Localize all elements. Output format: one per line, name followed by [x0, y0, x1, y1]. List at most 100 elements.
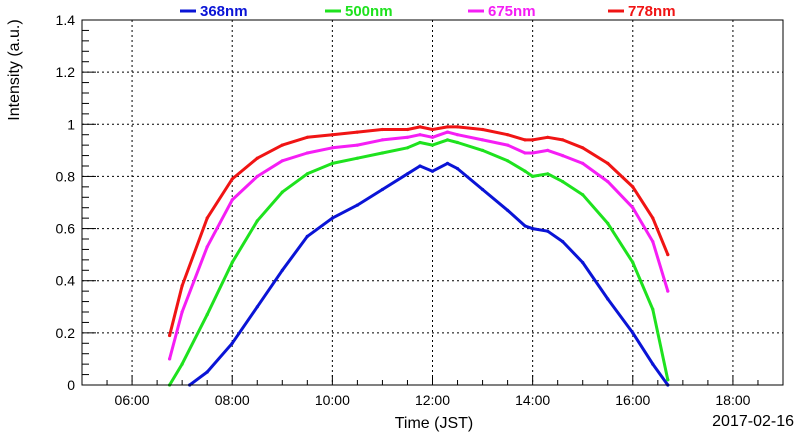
data-point	[430, 169, 435, 173]
data-point	[666, 253, 670, 257]
data-point	[180, 362, 184, 366]
data-point	[506, 159, 510, 163]
data-point	[581, 146, 585, 150]
data-point	[445, 125, 450, 129]
data-point	[405, 127, 410, 132]
data-point	[445, 138, 450, 142]
data-point	[230, 260, 234, 265]
x-tick-label: 16:00	[615, 392, 650, 408]
axis-ticks	[81, 19, 784, 386]
data-point	[631, 206, 635, 210]
legend-label: 500nm	[345, 3, 393, 20]
grid-lines	[82, 20, 783, 385]
data-point	[230, 198, 234, 202]
data-point	[305, 172, 309, 176]
series-line-500nm	[168, 138, 670, 387]
data-point	[546, 172, 550, 176]
data-point	[606, 180, 610, 184]
data-point	[418, 140, 422, 145]
data-point	[581, 161, 585, 165]
data-point	[380, 151, 384, 155]
x-tick-label: 14:00	[515, 392, 550, 408]
data-point	[180, 284, 184, 288]
series-line-368nm	[188, 161, 670, 387]
data-point	[380, 187, 384, 192]
y-tick-label: 0.6	[56, 221, 76, 237]
series-lines	[168, 125, 670, 387]
data-point	[230, 177, 234, 181]
data-point	[355, 156, 359, 160]
legend: 368nm 500nm 675nm 778nm	[180, 3, 676, 20]
legend-label: 675nm	[488, 3, 536, 20]
data-point	[581, 260, 585, 265]
data-point	[481, 138, 485, 142]
data-point	[280, 159, 284, 163]
data-point	[651, 240, 655, 244]
data-point	[561, 180, 565, 184]
data-point	[666, 378, 670, 382]
data-point	[606, 161, 610, 165]
data-point	[651, 362, 655, 366]
data-point	[330, 146, 334, 150]
data-point	[255, 174, 259, 178]
data-point	[255, 219, 259, 223]
y-axis-title: Intensity (a.u.)	[6, 19, 23, 120]
data-point	[355, 143, 359, 147]
data-point	[405, 146, 410, 150]
data-point	[168, 333, 172, 338]
data-point	[455, 167, 460, 171]
data-point	[455, 125, 460, 129]
x-tick-label: 10:00	[315, 392, 350, 408]
data-point	[561, 138, 565, 142]
x-axis-title: Time (JST)	[395, 415, 474, 432]
data-point	[405, 135, 410, 139]
x-tick-label: 06:00	[115, 392, 150, 408]
data-point	[380, 138, 384, 142]
date-label: 2017-02-16	[712, 413, 794, 430]
data-point	[205, 370, 209, 374]
data-point	[481, 187, 485, 192]
data-point	[280, 268, 284, 272]
data-point	[523, 169, 527, 173]
data-point	[631, 260, 635, 265]
data-point	[455, 140, 460, 145]
data-point	[506, 143, 510, 147]
data-point	[546, 135, 550, 139]
data-point	[651, 216, 655, 220]
data-point	[430, 135, 435, 139]
data-point	[561, 240, 565, 244]
data-point	[546, 229, 550, 233]
y-tick-label: 0.8	[56, 168, 76, 184]
data-point	[445, 161, 450, 165]
series-line-778nm	[168, 125, 670, 337]
data-point	[455, 133, 460, 137]
legend-label: 778nm	[628, 3, 676, 20]
data-point	[531, 227, 535, 231]
data-point	[205, 245, 209, 249]
y-tick-label: 1	[67, 116, 75, 132]
data-point	[631, 331, 635, 335]
data-point	[430, 127, 435, 132]
data-point	[561, 154, 565, 158]
x-tick-labels: 06:00 08:00 10:00 12:00 14:00 16:00 18:00	[115, 392, 751, 408]
y-tick-label: 0.2	[56, 325, 76, 341]
data-point	[430, 143, 435, 147]
data-point	[205, 313, 209, 317]
data-point	[330, 161, 334, 165]
y-tick-label: 1.4	[56, 12, 76, 28]
data-point	[606, 297, 610, 301]
data-point	[280, 143, 284, 147]
data-point	[481, 148, 485, 152]
y-tick-label: 0	[67, 377, 75, 393]
data-point	[531, 151, 535, 155]
data-point	[255, 305, 259, 309]
y-tick-label: 0.4	[56, 273, 76, 289]
legend-label: 368nm	[200, 3, 248, 20]
data-point	[380, 127, 384, 132]
data-point	[330, 133, 334, 137]
data-point	[506, 208, 510, 212]
data-point	[168, 357, 172, 361]
data-point	[355, 203, 359, 207]
data-point	[666, 289, 670, 293]
